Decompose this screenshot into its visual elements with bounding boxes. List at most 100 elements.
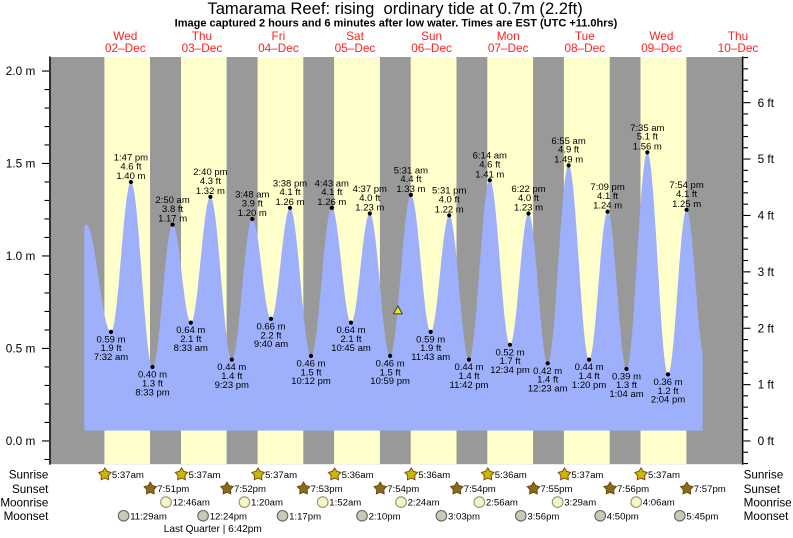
svg-text:Sunrise: Sunrise	[9, 469, 49, 482]
svg-text:2 ft: 2 ft	[758, 321, 775, 335]
svg-text:04–Dec: 04–Dec	[258, 41, 299, 55]
svg-text:7:52pm: 7:52pm	[234, 484, 266, 495]
svg-text:7:55pm: 7:55pm	[541, 484, 573, 495]
svg-text:Thu: Thu	[728, 29, 748, 43]
svg-text:2:24am: 2:24am	[408, 498, 440, 509]
svg-text:1.4 ft: 1.4 ft	[537, 375, 558, 386]
svg-text:08–Dec: 08–Dec	[564, 41, 605, 55]
svg-text:2.2 ft: 2.2 ft	[260, 330, 281, 341]
svg-text:1.0 m: 1.0 m	[6, 249, 36, 263]
svg-text:7:54 pm: 7:54 pm	[669, 180, 703, 191]
svg-text:Last Quarter | 6:42pm: Last Quarter | 6:42pm	[164, 524, 262, 535]
svg-text:1.2 ft: 1.2 ft	[657, 386, 678, 397]
svg-text:4:50pm: 4:50pm	[607, 511, 639, 522]
svg-text:1.32 m: 1.32 m	[196, 186, 225, 197]
svg-text:4.4 ft: 4.4 ft	[400, 174, 421, 185]
svg-text:1.5 ft: 1.5 ft	[300, 367, 321, 378]
svg-text:10:12 pm: 10:12 pm	[291, 376, 331, 387]
svg-text:3 ft: 3 ft	[758, 265, 775, 279]
svg-text:4.9 ft: 4.9 ft	[558, 145, 579, 156]
svg-text:1.22 m: 1.22 m	[435, 204, 464, 215]
svg-text:2:56am: 2:56am	[486, 498, 518, 509]
svg-text:4.1 ft: 4.1 ft	[321, 187, 342, 198]
svg-text:4:06am: 4:06am	[643, 498, 675, 509]
svg-text:1.20 m: 1.20 m	[238, 208, 267, 219]
svg-text:1.5 m: 1.5 m	[6, 157, 36, 171]
svg-text:0.44 m: 0.44 m	[454, 362, 483, 373]
svg-text:0.0 m: 0.0 m	[6, 434, 36, 448]
svg-text:1:17pm: 1:17pm	[289, 511, 321, 522]
svg-text:4.1 ft: 4.1 ft	[597, 191, 618, 202]
svg-text:7:51pm: 7:51pm	[157, 484, 189, 495]
svg-text:9:40 am: 9:40 am	[254, 339, 288, 350]
svg-text:5:37am: 5:37am	[648, 470, 680, 481]
svg-text:Sunset: Sunset	[744, 483, 781, 496]
svg-text:1.33 m: 1.33 m	[396, 184, 425, 195]
svg-text:5:31 pm: 5:31 pm	[432, 186, 466, 197]
svg-text:7:54pm: 7:54pm	[387, 484, 419, 495]
svg-text:Tamarama Reef: rising ordinar: Tamarama Reef: rising ordinary tide at 0…	[207, 0, 582, 18]
svg-text:3.9 ft: 3.9 ft	[242, 198, 263, 209]
svg-text:0 ft: 0 ft	[758, 434, 775, 448]
svg-text:7:54pm: 7:54pm	[464, 484, 496, 495]
svg-text:4.6 ft: 4.6 ft	[479, 160, 500, 171]
svg-text:0.66 m: 0.66 m	[256, 321, 285, 332]
svg-text:4.1 ft: 4.1 ft	[676, 189, 697, 200]
svg-text:0.52 m: 0.52 m	[495, 347, 524, 358]
svg-text:1 ft: 1 ft	[758, 378, 775, 392]
svg-text:0.59 m: 0.59 m	[96, 334, 125, 345]
svg-text:4:37 pm: 4:37 pm	[353, 184, 387, 195]
svg-text:4.6 ft: 4.6 ft	[120, 161, 141, 172]
svg-text:12:34 pm: 12:34 pm	[490, 365, 530, 376]
svg-text:8:33 am: 8:33 am	[174, 343, 208, 354]
svg-text:12:24pm: 12:24pm	[210, 511, 247, 522]
svg-text:1.5 ft: 1.5 ft	[380, 367, 401, 378]
svg-text:1.49 m: 1.49 m	[554, 155, 583, 166]
svg-text:1.41 m: 1.41 m	[475, 169, 504, 180]
svg-text:1:20am: 1:20am	[251, 498, 283, 509]
svg-text:3:29am: 3:29am	[564, 498, 596, 509]
svg-text:4 ft: 4 ft	[758, 209, 775, 223]
svg-text:Sunrise: Sunrise	[744, 469, 784, 482]
svg-text:1.9 ft: 1.9 ft	[100, 343, 121, 354]
svg-text:07–Dec: 07–Dec	[488, 41, 529, 55]
svg-text:Image captured 2 hours and 6 m: Image captured 2 hours and 6 minutes aft…	[175, 17, 618, 29]
svg-text:10:59 pm: 10:59 pm	[370, 376, 410, 387]
svg-text:0.40 m: 0.40 m	[138, 370, 167, 381]
svg-text:0.36 m: 0.36 m	[653, 377, 682, 388]
svg-text:11:43 am: 11:43 am	[411, 352, 450, 363]
svg-text:5:31 am: 5:31 am	[394, 165, 428, 176]
svg-text:5:37am: 5:37am	[265, 470, 297, 481]
svg-text:1:47 pm: 1:47 pm	[114, 152, 148, 163]
svg-text:7:53pm: 7:53pm	[311, 484, 343, 495]
svg-text:9:23 pm: 9:23 pm	[215, 380, 249, 391]
svg-text:Moonrise: Moonrise	[744, 496, 792, 509]
svg-text:5.1 ft: 5.1 ft	[637, 132, 658, 143]
svg-text:4.0 ft: 4.0 ft	[518, 193, 539, 204]
svg-text:Moonrise: Moonrise	[0, 496, 48, 509]
svg-text:1.17 m: 1.17 m	[158, 214, 187, 225]
svg-text:2:50 am: 2:50 am	[155, 195, 189, 206]
svg-text:11:29am: 11:29am	[130, 511, 167, 522]
svg-text:2.0 m: 2.0 m	[6, 64, 36, 78]
svg-text:02–Dec: 02–Dec	[105, 41, 146, 55]
svg-text:1.4 ft: 1.4 ft	[458, 371, 479, 382]
svg-text:7:56pm: 7:56pm	[617, 484, 649, 495]
svg-text:05–Dec: 05–Dec	[335, 41, 376, 55]
svg-text:1:52am: 1:52am	[329, 498, 361, 509]
svg-text:5:37am: 5:37am	[112, 470, 144, 481]
svg-text:1:04 am: 1:04 am	[609, 389, 643, 400]
svg-text:2:40 pm: 2:40 pm	[193, 167, 227, 178]
svg-text:4.3 ft: 4.3 ft	[200, 176, 221, 187]
svg-text:Fri: Fri	[272, 29, 286, 43]
svg-text:6:22 pm: 6:22 pm	[511, 184, 545, 195]
svg-text:8:33 pm: 8:33 pm	[135, 387, 169, 398]
svg-text:6:14 am: 6:14 am	[473, 151, 507, 162]
svg-text:5:36am: 5:36am	[342, 470, 374, 481]
svg-text:5:45pm: 5:45pm	[686, 511, 718, 522]
svg-text:4:43 am: 4:43 am	[315, 178, 349, 189]
svg-text:5 ft: 5 ft	[758, 152, 775, 166]
svg-text:4.1 ft: 4.1 ft	[279, 187, 300, 198]
svg-text:Sat: Sat	[346, 29, 364, 43]
svg-text:0.44 m: 0.44 m	[217, 362, 246, 373]
